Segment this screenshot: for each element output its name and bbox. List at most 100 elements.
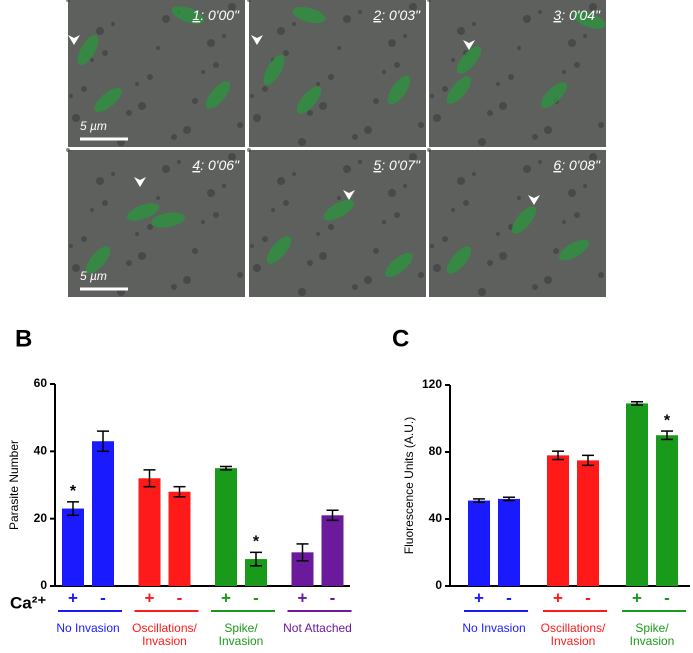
series-sign: + — [474, 588, 484, 607]
debris — [532, 284, 538, 290]
debris — [319, 102, 327, 110]
debris — [111, 22, 115, 26]
frame-time: : 0'04" — [561, 7, 601, 23]
arrowhead — [463, 40, 475, 50]
debris — [427, 0, 431, 2]
frame-label: 5: 0'07" — [373, 157, 421, 173]
significance-marker: * — [664, 412, 671, 429]
debris — [472, 22, 476, 26]
debris — [298, 288, 306, 296]
debris — [373, 98, 379, 104]
parasite — [292, 6, 326, 24]
debris — [298, 138, 306, 146]
debris — [523, 165, 531, 173]
debris — [517, 196, 521, 200]
debris — [183, 276, 191, 284]
debris — [457, 27, 465, 35]
debris — [487, 260, 493, 266]
debris — [433, 114, 441, 122]
micrograph: 2: 0'03" — [247, 0, 426, 147]
debris — [430, 94, 434, 98]
debris — [277, 177, 285, 185]
debris — [523, 15, 531, 23]
arrowhead — [528, 195, 540, 205]
debris — [250, 94, 254, 98]
debris — [568, 189, 576, 197]
y-tick-label: 120 — [422, 377, 442, 391]
parasite — [446, 246, 472, 274]
debris — [388, 39, 396, 47]
frame-number: 6 — [553, 157, 561, 173]
series-sign: - — [177, 588, 183, 607]
bar — [656, 435, 678, 586]
debris — [156, 196, 160, 200]
frame-label: 4: 0'06" — [192, 157, 240, 173]
debris — [562, 220, 566, 224]
category-label: Invasion — [219, 634, 264, 648]
debris — [162, 15, 170, 23]
series-sign: - — [253, 588, 259, 607]
y-tick-label: 40 — [34, 444, 48, 458]
debris — [544, 126, 552, 134]
micrograph: 4: 0'06" 5 µm — [66, 148, 245, 297]
debris — [72, 114, 80, 122]
debris — [237, 122, 243, 128]
debris — [319, 252, 327, 260]
debris — [138, 252, 146, 260]
debris — [499, 102, 507, 110]
frame-time: : 0'08" — [561, 157, 601, 173]
debris — [409, 153, 417, 161]
debris — [177, 160, 181, 164]
debris — [382, 220, 386, 224]
series-sign: - — [585, 588, 591, 607]
frame-number: 2 — [372, 7, 381, 23]
error-bar — [173, 485, 186, 498]
frame-number: 3 — [553, 7, 561, 23]
debris — [562, 70, 566, 74]
debris — [457, 177, 465, 185]
parasite — [77, 34, 99, 66]
category-label: Invasion — [551, 634, 596, 648]
debris — [358, 160, 362, 164]
debris — [538, 160, 542, 164]
debris — [247, 0, 251, 2]
debris — [96, 177, 104, 185]
parasite — [85, 246, 111, 274]
debris — [343, 165, 351, 173]
debris — [574, 62, 580, 68]
parasite — [171, 6, 205, 24]
debris — [364, 276, 372, 284]
debris — [213, 212, 219, 218]
debris — [403, 34, 407, 38]
parasite — [511, 206, 537, 234]
series-sign: + — [632, 588, 642, 607]
debris — [66, 0, 70, 2]
arrowhead — [68, 35, 80, 45]
debris — [271, 208, 275, 212]
debris — [316, 232, 320, 236]
category-label: Not Attached — [283, 621, 352, 635]
bar — [168, 491, 191, 586]
parasite — [572, 11, 606, 29]
bar — [498, 498, 520, 586]
y-tick-label: 80 — [429, 444, 443, 458]
debris — [451, 58, 455, 62]
bar — [62, 508, 84, 586]
debris — [472, 172, 476, 176]
debris — [237, 272, 243, 278]
error-bar — [503, 496, 515, 502]
debris — [343, 15, 351, 23]
debris — [583, 34, 587, 38]
debris — [126, 110, 132, 116]
debris — [162, 165, 170, 173]
debris — [213, 62, 219, 68]
parasite — [94, 87, 122, 113]
category-label: No Invasion — [462, 621, 525, 635]
debris — [72, 264, 80, 272]
debris — [598, 272, 604, 278]
debris — [192, 98, 198, 104]
debris — [382, 70, 386, 74]
parasite — [541, 82, 567, 108]
y-tick-label: 60 — [34, 376, 48, 390]
debris — [250, 244, 254, 248]
